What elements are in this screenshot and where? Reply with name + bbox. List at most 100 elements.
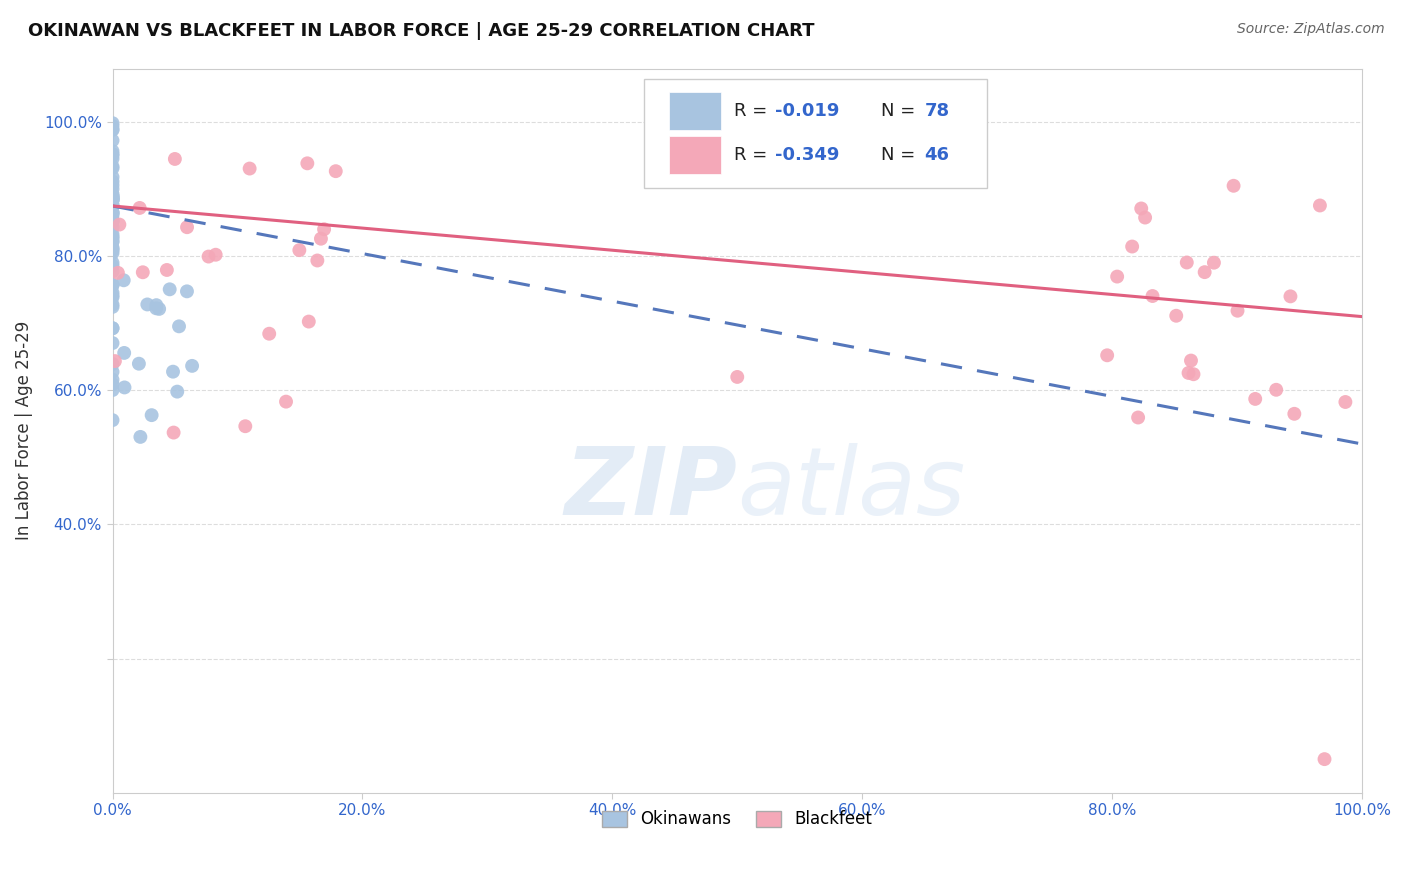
Point xyxy=(101,277,124,292)
Point xyxy=(101,259,124,273)
Point xyxy=(257,326,280,341)
Point xyxy=(112,273,135,287)
Point xyxy=(233,419,256,434)
Point xyxy=(1107,269,1129,284)
Point xyxy=(101,190,124,204)
Point xyxy=(101,278,124,293)
Point xyxy=(101,383,124,397)
Point xyxy=(101,147,124,161)
Point xyxy=(1194,265,1216,279)
Point xyxy=(101,336,124,351)
Point xyxy=(325,164,347,178)
Point xyxy=(112,346,135,360)
Point xyxy=(101,377,124,392)
Point xyxy=(101,212,124,227)
Point xyxy=(1222,178,1244,193)
Point xyxy=(101,288,124,302)
Point xyxy=(1279,289,1302,303)
Point xyxy=(101,241,124,255)
Point xyxy=(159,282,181,296)
Point xyxy=(101,235,124,249)
Point xyxy=(129,430,152,444)
Point xyxy=(101,231,124,245)
Point xyxy=(1133,211,1156,225)
Point xyxy=(101,264,124,278)
Text: N =: N = xyxy=(882,103,921,120)
Point xyxy=(297,156,319,170)
Point xyxy=(101,227,124,242)
Point xyxy=(101,234,124,248)
Point xyxy=(197,250,219,264)
Point xyxy=(1313,752,1336,766)
Text: -0.019: -0.019 xyxy=(775,103,839,120)
Point xyxy=(145,301,167,316)
Point xyxy=(1202,255,1225,269)
Point xyxy=(101,169,124,184)
Point xyxy=(145,298,167,312)
Point xyxy=(101,119,124,133)
Text: atlas: atlas xyxy=(737,443,966,534)
Point xyxy=(101,206,124,220)
Point xyxy=(176,220,198,235)
Point xyxy=(1226,303,1249,318)
Point xyxy=(101,186,124,201)
Point xyxy=(101,300,124,314)
Y-axis label: In Labor Force | Age 25-29: In Labor Force | Age 25-29 xyxy=(15,321,32,541)
Point xyxy=(101,413,124,427)
FancyBboxPatch shape xyxy=(668,136,721,174)
FancyBboxPatch shape xyxy=(644,79,987,188)
Point xyxy=(309,232,332,246)
Point xyxy=(101,133,124,147)
Point xyxy=(181,359,204,373)
Point xyxy=(101,199,124,213)
Point xyxy=(136,297,159,311)
Point xyxy=(101,174,124,188)
Point xyxy=(108,218,131,232)
Point xyxy=(101,244,124,258)
Point xyxy=(101,285,124,300)
Point xyxy=(101,321,124,335)
Point xyxy=(132,265,155,279)
Point xyxy=(1121,239,1143,253)
Point xyxy=(101,193,124,207)
Point xyxy=(101,365,124,379)
Text: N =: N = xyxy=(882,145,921,164)
Text: OKINAWAN VS BLACKFEET IN LABOR FORCE | AGE 25-29 CORRELATION CHART: OKINAWAN VS BLACKFEET IN LABOR FORCE | A… xyxy=(28,22,814,40)
Point xyxy=(1182,368,1205,382)
Point xyxy=(101,321,124,335)
Point xyxy=(101,161,124,176)
Point xyxy=(101,123,124,137)
Point xyxy=(1180,353,1202,368)
Point xyxy=(166,384,188,399)
Point xyxy=(101,256,124,270)
Point xyxy=(101,148,124,162)
Point xyxy=(239,161,262,176)
Point xyxy=(1166,309,1188,323)
Text: R =: R = xyxy=(734,103,772,120)
FancyBboxPatch shape xyxy=(668,93,721,130)
Point xyxy=(101,229,124,244)
Point xyxy=(104,354,127,368)
Point xyxy=(101,242,124,256)
Point xyxy=(101,192,124,206)
Point xyxy=(128,201,150,215)
Point xyxy=(1177,366,1199,380)
Point xyxy=(101,214,124,228)
Point xyxy=(162,425,184,440)
Point xyxy=(204,248,226,262)
Point xyxy=(101,152,124,166)
Point xyxy=(1334,395,1357,409)
Text: -0.349: -0.349 xyxy=(775,145,839,164)
Point xyxy=(101,214,124,228)
Point xyxy=(101,160,124,174)
Point xyxy=(176,285,198,299)
Point xyxy=(1284,407,1306,421)
Point xyxy=(1126,410,1149,425)
Point xyxy=(274,394,297,409)
Point xyxy=(101,373,124,387)
Legend: Okinawans, Blackfeet: Okinawans, Blackfeet xyxy=(595,804,879,835)
Point xyxy=(101,194,124,208)
Point xyxy=(156,263,179,277)
Point xyxy=(101,290,124,304)
Text: 46: 46 xyxy=(925,145,949,164)
